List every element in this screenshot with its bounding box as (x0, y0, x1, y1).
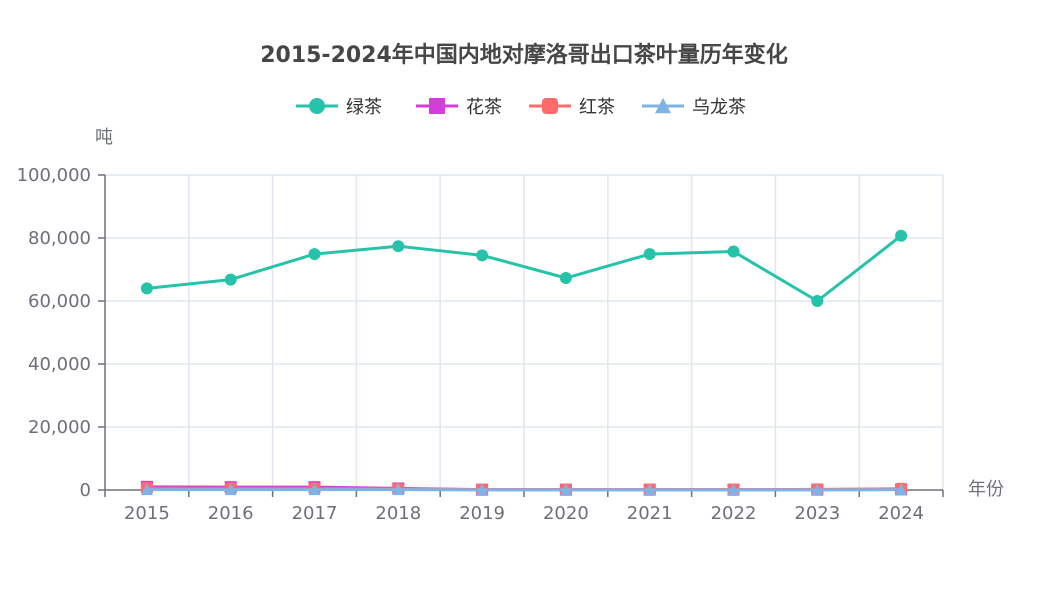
data-point[interactable] (140, 282, 153, 295)
data-point[interactable] (727, 245, 740, 258)
data-point[interactable] (224, 273, 237, 286)
x-tick-label: 2019 (459, 503, 505, 524)
data-point[interactable] (559, 483, 572, 496)
legend-label: 红茶 (579, 97, 615, 118)
legend[interactable]: 绿茶 花茶 红茶 乌龙茶 (296, 97, 746, 118)
series-line (146, 234, 903, 303)
data-point[interactable] (811, 295, 824, 307)
legend-item[interactable]: 红茶 (529, 97, 615, 118)
legend-label: 花茶 (466, 97, 502, 118)
x-tick-label: 2017 (292, 503, 338, 524)
series-乌龙茶 (140, 483, 908, 496)
series-绿茶 (140, 229, 908, 307)
legend-item[interactable]: 花茶 (416, 97, 502, 118)
data-point[interactable] (140, 483, 153, 496)
data-point[interactable] (308, 248, 321, 261)
x-tick-label: 2016 (208, 503, 254, 524)
grid (105, 174, 944, 490)
axes: 0 20,000 40,000 60,000 80,000 100,000 2015 2016… (17, 165, 944, 524)
x-axis-title: 年份 (968, 479, 1004, 500)
x-tick-label: 2015 (124, 503, 170, 524)
legend-marker[interactable] (655, 97, 671, 114)
y-tick-label: 0 (80, 480, 91, 501)
legend-label: 绿茶 (346, 97, 382, 118)
legend-marker[interactable] (542, 98, 558, 114)
legend-marker[interactable] (309, 98, 325, 114)
legend-item[interactable]: 绿茶 (296, 97, 382, 118)
data-point[interactable] (392, 483, 405, 496)
data-point[interactable] (643, 483, 656, 496)
y-axis-title: 吨 (95, 127, 113, 148)
x-tick-label: 2021 (627, 503, 673, 524)
y-tick-label: 60,000 (28, 291, 91, 312)
x-tick-label: 2024 (878, 503, 924, 524)
data-point[interactable] (811, 483, 824, 496)
data-point[interactable] (643, 248, 656, 261)
legend-label: 乌龙茶 (692, 97, 746, 118)
data-point[interactable] (224, 483, 237, 496)
chart-title: 2015-2024年中国内地对摩洛哥出口茶叶量历年变化 (260, 42, 788, 68)
legend-item[interactable]: 乌龙茶 (642, 97, 746, 118)
x-tick-label: 2022 (711, 503, 757, 524)
data-point[interactable] (476, 249, 489, 262)
data-point[interactable] (392, 240, 405, 253)
x-tick-label: 2020 (543, 503, 589, 524)
series-layer (140, 229, 908, 496)
x-tick-label: 2018 (375, 503, 421, 524)
y-tick-label: 100,000 (17, 165, 91, 186)
data-point[interactable] (559, 272, 572, 285)
y-tick-label: 80,000 (28, 228, 91, 249)
data-point[interactable] (476, 483, 489, 496)
data-point[interactable] (895, 483, 908, 496)
legend-marker[interactable] (429, 98, 445, 114)
y-tick-label: 20,000 (28, 417, 91, 438)
x-tick-label: 2023 (794, 503, 840, 524)
data-point[interactable] (727, 483, 740, 496)
y-tick-label: 40,000 (28, 354, 91, 375)
data-point[interactable] (895, 229, 908, 242)
data-point[interactable] (308, 483, 321, 496)
